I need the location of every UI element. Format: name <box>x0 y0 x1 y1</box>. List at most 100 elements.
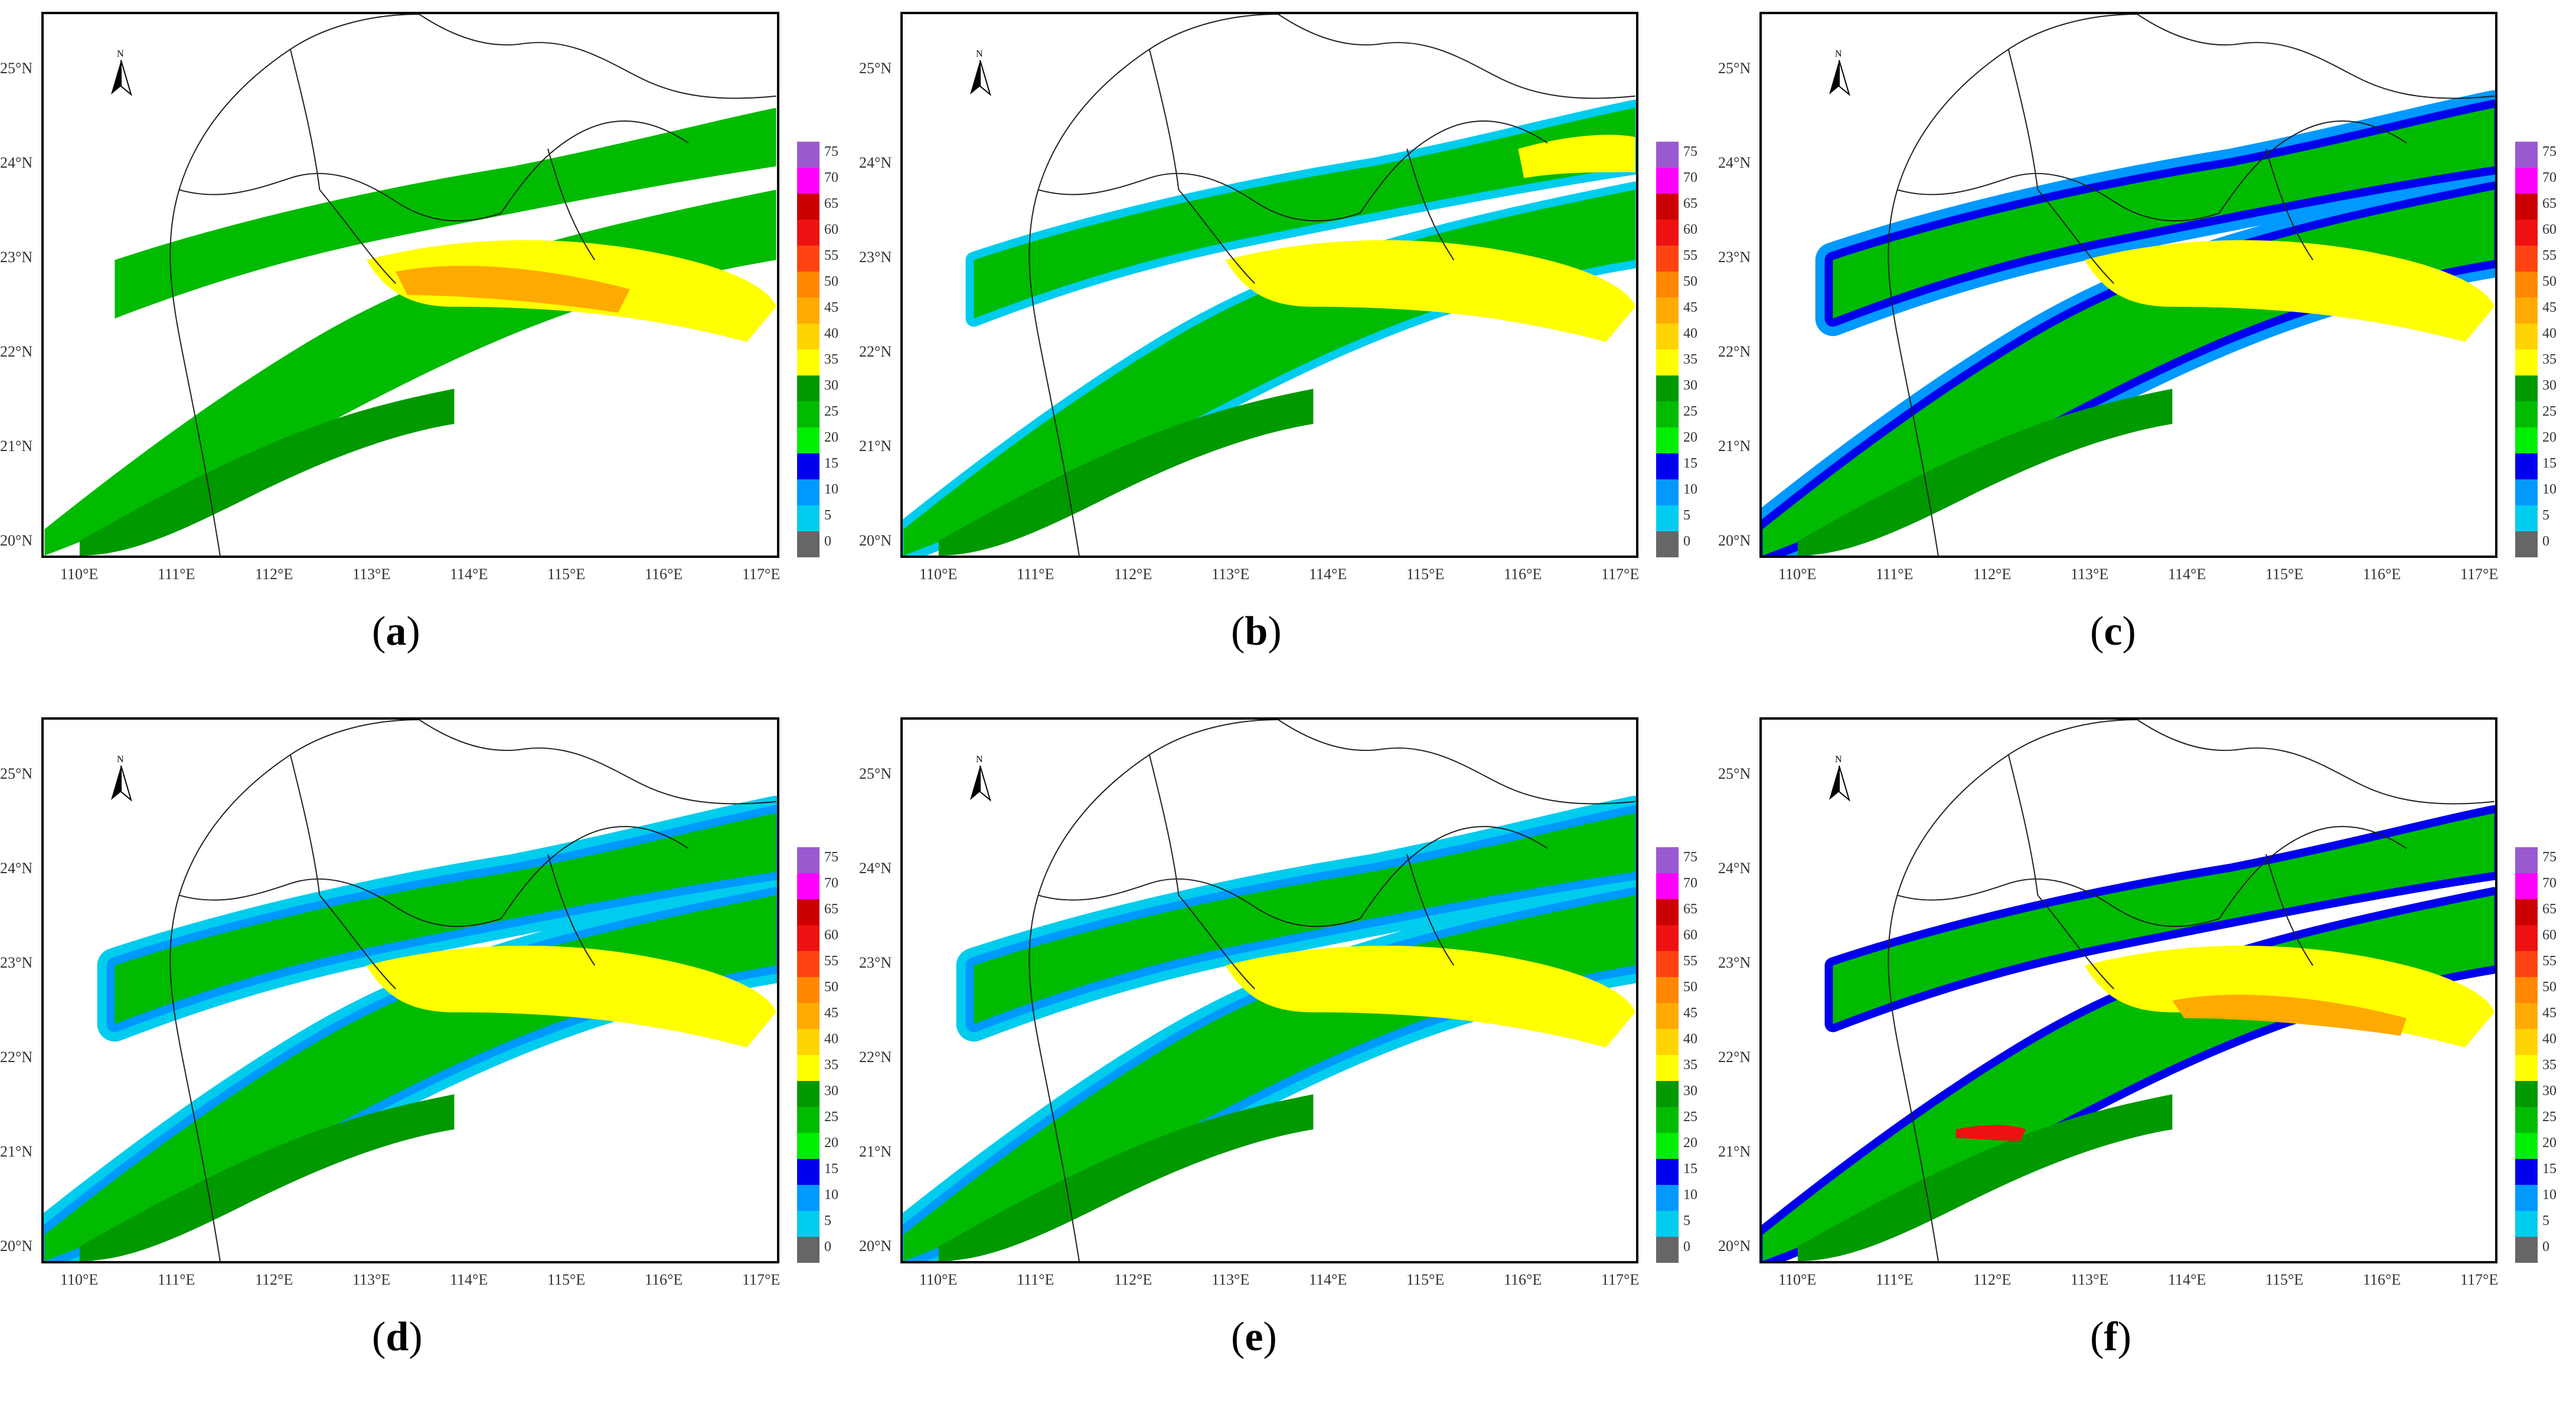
colorbar-label: 20 <box>824 1135 838 1151</box>
colorbar-swatch <box>1656 1003 1679 1029</box>
echo-region <box>2084 240 2495 342</box>
longitude-label: 114°E <box>2168 1271 2206 1288</box>
colorbar-swatch <box>2515 531 2538 557</box>
boundary-line <box>2137 14 2495 99</box>
boundary-line <box>1029 720 1278 1261</box>
latitude-label: 23°N <box>859 954 892 971</box>
colorbar-swatch <box>2515 298 2538 324</box>
colorbar-label: 60 <box>2542 222 2557 237</box>
colorbar-label: 55 <box>2542 248 2557 263</box>
colorbar-swatch <box>797 375 820 401</box>
colorbar-label: 75 <box>824 850 838 865</box>
reflectivity-field <box>1762 720 2495 1261</box>
colorbar-swatch <box>797 873 820 899</box>
colorbar-swatch <box>2515 168 2538 194</box>
colorbar-swatch <box>797 1029 820 1055</box>
longitude-label: 116°E <box>2363 1271 2401 1288</box>
colorbar-label: 55 <box>824 953 838 969</box>
colorbar-label: 0 <box>824 1239 831 1255</box>
colorbar-label: 20 <box>1683 430 1697 445</box>
colorbar-swatch <box>2515 401 2538 427</box>
colorbar-swatch <box>2515 1211 2538 1237</box>
longitude-label: 114°E <box>1309 566 1347 583</box>
radar-map <box>900 12 1638 558</box>
colorbar-swatch <box>797 1107 820 1133</box>
colorbar-label: 65 <box>824 196 838 211</box>
longitude-label: 111°E <box>1017 1271 1054 1288</box>
north-arrow-icon: N <box>1824 47 1854 100</box>
echo-region <box>79 1094 455 1261</box>
caption-open: ( <box>1231 609 1245 654</box>
colorbar-swatch <box>2515 220 2538 246</box>
colorbar-swatch <box>1656 1159 1679 1185</box>
latitude-label: 24°N <box>1718 860 1751 877</box>
latitude-label: 21°N <box>1718 1143 1751 1160</box>
colorbar-swatch <box>1656 1185 1679 1211</box>
colorbar-swatch <box>1656 246 1679 272</box>
latitude-label: 23°N <box>0 249 33 266</box>
caption-close: ) <box>406 609 420 654</box>
colorbar-swatch <box>2515 246 2538 272</box>
colorbar-label: 60 <box>2542 927 2557 943</box>
colorbar-swatch <box>797 1003 820 1029</box>
latitude-label: 21°N <box>1718 437 1751 455</box>
reflectivity-field <box>903 14 1636 556</box>
boundary-line <box>2265 854 2314 966</box>
colorbar-label: 5 <box>2542 1213 2549 1229</box>
colorbar-label: 65 <box>1683 196 1697 211</box>
boundary-line <box>2218 120 2407 214</box>
boundary-line <box>2037 894 2114 989</box>
colorbar-swatch <box>797 977 820 1003</box>
longitude-label: 115°E <box>1406 1271 1445 1288</box>
panel-caption: (e) <box>1231 1314 1277 1361</box>
colorbar-label: 15 <box>2542 456 2557 471</box>
map-panel-a: N 25°N 24°N 23°N 22°N 21°N 20°N 110°E 111°E 112°E… <box>0 0 859 706</box>
boundary-line <box>1359 120 1548 214</box>
boundary-line <box>419 720 776 805</box>
boundary-line <box>289 49 321 190</box>
colorbar-label: 40 <box>2542 1031 2557 1047</box>
longitude-label: 115°E <box>547 566 586 583</box>
longitude-label: 112°E <box>255 1271 293 1288</box>
colorbar-label: 30 <box>1683 378 1697 393</box>
colorbar-label: 50 <box>2542 979 2557 995</box>
colorbar-label: 25 <box>2542 1109 2557 1125</box>
colorbar-label: 65 <box>2542 902 2557 917</box>
longitude-label: 117°E <box>2460 566 2499 583</box>
latitude-label: 23°N <box>1718 249 1751 266</box>
echo-region <box>1225 240 1635 342</box>
colorbar-swatch <box>2515 1029 2538 1055</box>
longitude-label: 112°E <box>1973 1271 2012 1288</box>
colorbar-label: 65 <box>1683 902 1697 917</box>
colorbar-label: 30 <box>824 378 838 393</box>
reflectivity-field <box>44 14 776 556</box>
colorbar-swatch <box>1656 505 1679 531</box>
boundary-line <box>500 120 689 214</box>
colorbar-label: 40 <box>2542 326 2557 341</box>
svg-text:N: N <box>117 755 124 765</box>
boundary-line <box>1148 755 1180 896</box>
echo-region <box>1225 945 1635 1048</box>
colorbar-swatch <box>797 142 820 168</box>
caption-open: ( <box>2090 1314 2104 1360</box>
colorbar-label: 35 <box>1683 1057 1697 1073</box>
longitude-label: 113°E <box>2071 1271 2109 1288</box>
colorbar-swatch <box>797 479 820 505</box>
echo-region <box>79 388 455 556</box>
colorbar-label: 35 <box>1683 352 1697 367</box>
latitude-label: 23°N <box>1718 954 1751 971</box>
colorbar-swatch <box>1656 1081 1679 1107</box>
colorbar-swatch <box>2515 1107 2538 1133</box>
colorbar-label: 70 <box>1683 876 1697 891</box>
colorbar-label: 55 <box>2542 953 2557 969</box>
colorbar-swatch <box>797 427 820 453</box>
colorbar-label: 20 <box>824 430 838 445</box>
boundary-line <box>1406 854 1455 966</box>
echo-region <box>1833 813 2495 1024</box>
radar-map <box>41 717 779 1263</box>
caption-letter: a <box>386 609 407 654</box>
colorbar-label: 15 <box>2542 1161 2557 1177</box>
echo-region <box>974 107 1635 319</box>
colorbar-swatch <box>1656 925 1679 951</box>
colorbar-label: 35 <box>2542 1057 2557 1073</box>
